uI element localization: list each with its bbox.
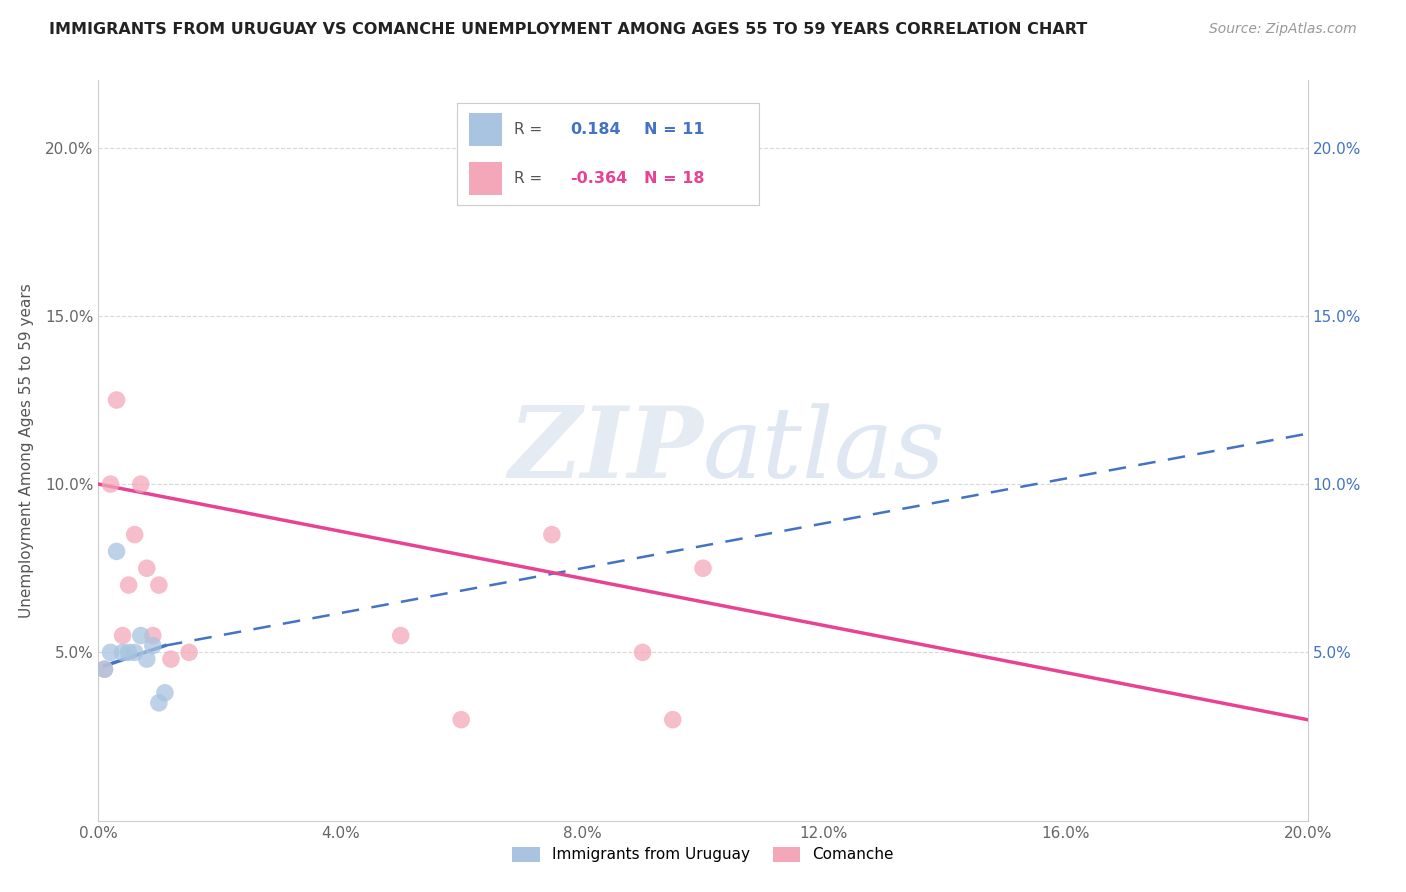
Bar	[470, 112, 502, 145]
Point	[389, 628, 412, 642]
Legend: Immigrants from Uruguay, Comanche: Immigrants from Uruguay, Comanche	[506, 841, 900, 869]
Point	[118, 645, 141, 659]
Point	[142, 628, 165, 642]
Text: R =: R =	[515, 121, 543, 136]
Point	[124, 645, 146, 659]
Point	[135, 652, 157, 666]
Point	[540, 527, 562, 541]
Point	[135, 561, 157, 575]
Point	[450, 713, 472, 727]
Point	[105, 392, 128, 407]
Point	[160, 652, 183, 666]
Point	[118, 578, 141, 592]
Text: IMMIGRANTS FROM URUGUAY VS COMANCHE UNEMPLOYMENT AMONG AGES 55 TO 59 YEARS CORRE: IMMIGRANTS FROM URUGUAY VS COMANCHE UNEM…	[49, 22, 1087, 37]
Point	[111, 628, 134, 642]
Point	[124, 527, 146, 541]
Point	[142, 639, 165, 653]
Text: R =: R =	[515, 171, 543, 186]
Point	[153, 686, 176, 700]
Point	[129, 477, 152, 491]
Point	[111, 645, 134, 659]
Point	[105, 544, 128, 558]
Point	[179, 645, 201, 659]
Point	[93, 662, 115, 676]
Text: 0.184: 0.184	[571, 121, 621, 136]
Text: N = 18: N = 18	[644, 171, 704, 186]
Text: -0.364: -0.364	[571, 171, 627, 186]
Point	[129, 628, 152, 642]
Point	[100, 477, 122, 491]
Point	[100, 645, 122, 659]
Text: ZIP: ZIP	[508, 402, 703, 499]
Point	[631, 645, 654, 659]
Text: atlas: atlas	[703, 403, 946, 498]
Point	[661, 713, 683, 727]
Y-axis label: Unemployment Among Ages 55 to 59 years: Unemployment Among Ages 55 to 59 years	[20, 283, 34, 618]
Text: Source: ZipAtlas.com: Source: ZipAtlas.com	[1209, 22, 1357, 37]
Bar	[470, 162, 502, 194]
Point	[148, 696, 170, 710]
Point	[692, 561, 714, 575]
Point	[148, 578, 170, 592]
Point	[93, 662, 115, 676]
Text: N = 11: N = 11	[644, 121, 704, 136]
